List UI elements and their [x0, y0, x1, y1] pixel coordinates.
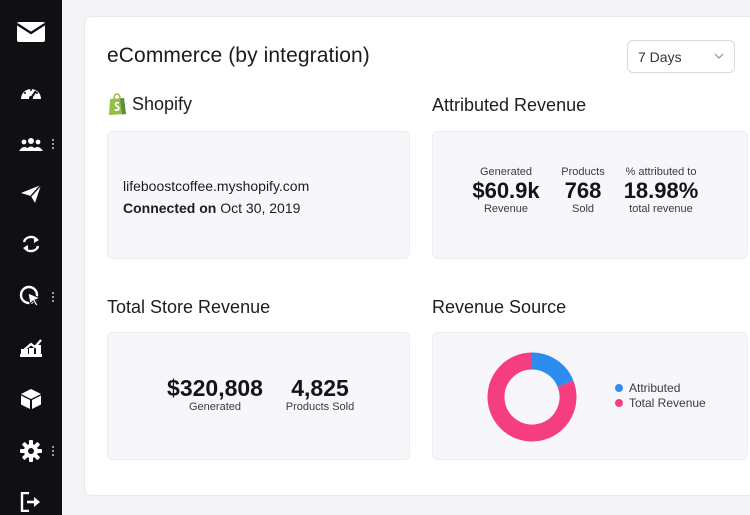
- stat-percent-attributed: % attributed to 18.98% total revenue: [613, 166, 709, 215]
- legend-item-total-revenue: Total Revenue: [615, 396, 706, 410]
- store-url: lifeboostcoffee.myshopify.com: [123, 178, 310, 194]
- stat-value: 768: [564, 178, 602, 203]
- nav-dashboard[interactable]: [0, 72, 62, 112]
- total-store-revenue-title: Total Store Revenue: [107, 297, 271, 317]
- donut-slice-attributed: [531, 352, 574, 388]
- targeting-more-icon[interactable]: [52, 292, 55, 304]
- nav-logout[interactable]: [0, 482, 62, 515]
- shopify-title: Shopify: [132, 94, 193, 114]
- nav-settings[interactable]: [0, 431, 62, 471]
- logo[interactable]: [0, 12, 62, 52]
- stat-generated-revenue: Generated $60.9k Revenue: [457, 166, 555, 215]
- ecommerce-card: eCommerce (by integration) 7 Days Shopif…: [84, 16, 750, 496]
- envelope-icon: [16, 22, 46, 42]
- stat-value: $320,808: [167, 375, 263, 401]
- reports-chart-icon: [20, 339, 42, 357]
- settings-gear-icon: [20, 440, 42, 462]
- stat-total-generated: $320,808 Generated: [156, 375, 274, 413]
- stat-value: 4,825: [291, 375, 349, 401]
- nav-contacts[interactable]: [0, 124, 62, 164]
- stat-caption-bottom: Revenue: [483, 203, 529, 216]
- shopify-bag-icon: [109, 93, 126, 115]
- legend-dot-attributed: [615, 384, 623, 392]
- nav-reports[interactable]: [0, 328, 62, 368]
- shopify-panel: lifeboostcoffee.myshopify.com Connected …: [107, 131, 410, 259]
- stat-caption-bottom: Products Sold: [285, 401, 355, 414]
- page-title: eCommerce (by integration): [107, 44, 370, 67]
- stat-total-products-sold: 4,825 Products Sold: [276, 375, 364, 413]
- connected-date: Oct 30, 2019: [220, 200, 301, 216]
- stat-value: $60.9k: [472, 178, 540, 203]
- dashboard-gauge-icon: [21, 89, 41, 100]
- stat-products-sold: Products 768 Sold: [551, 166, 615, 215]
- attributed-revenue-title: Attributed Revenue: [432, 95, 587, 115]
- nav-automation[interactable]: [0, 224, 62, 264]
- total-store-revenue-panel: $320,808 Generated 4,825 Products Sold: [107, 332, 410, 460]
- revenue-source-panel: Attributed Total Revenue: [432, 332, 748, 460]
- legend-item-attributed: Attributed: [615, 381, 706, 395]
- date-range-select[interactable]: 7 Days: [627, 40, 735, 73]
- nav-targeting[interactable]: [0, 276, 62, 316]
- revenue-source-legend: Attributed Total Revenue: [615, 381, 706, 411]
- stat-caption-top: Generated: [480, 166, 532, 178]
- settings-more-icon[interactable]: [52, 446, 55, 458]
- stat-value: 18.98%: [623, 178, 699, 203]
- date-range-value: 7 Days: [638, 48, 682, 65]
- integrations-box-icon: [21, 389, 41, 409]
- logout-icon: [20, 492, 40, 512]
- targeting-cursor-icon: [19, 285, 42, 307]
- nav-integrations[interactable]: [0, 379, 62, 419]
- legend-dot-total-revenue: [615, 399, 623, 407]
- stat-caption-bottom: Generated: [189, 401, 241, 414]
- revenue-source-donut-chart: [487, 352, 577, 442]
- contacts-group-icon: [19, 138, 43, 151]
- stat-caption-top: Products: [561, 166, 605, 178]
- donut-slice-total-revenue: [487, 352, 577, 442]
- connected-label: Connected on: [123, 200, 217, 216]
- legend-label: Total Revenue: [629, 396, 706, 410]
- send-paper-plane-icon: [21, 184, 42, 203]
- shopify-heading: Shopify: [107, 93, 192, 116]
- stat-caption-bottom: Sold: [571, 203, 595, 216]
- contacts-more-icon[interactable]: [52, 139, 55, 151]
- stat-caption-bottom: total revenue: [629, 203, 693, 216]
- sidebar: [0, 0, 62, 515]
- nav-campaigns[interactable]: [0, 174, 62, 214]
- main-area: eCommerce (by integration) 7 Days Shopif…: [62, 0, 750, 515]
- attributed-revenue-panel: Generated $60.9k Revenue Products 768 So…: [432, 131, 748, 259]
- connected-info: Connected on Oct 30, 2019: [123, 200, 300, 216]
- revenue-source-title: Revenue Source: [432, 297, 567, 317]
- legend-label: Attributed: [629, 381, 681, 395]
- automation-loop-icon: [22, 235, 40, 253]
- chevron-down-icon: [714, 53, 724, 59]
- stat-caption-top: % attributed to: [625, 166, 697, 178]
